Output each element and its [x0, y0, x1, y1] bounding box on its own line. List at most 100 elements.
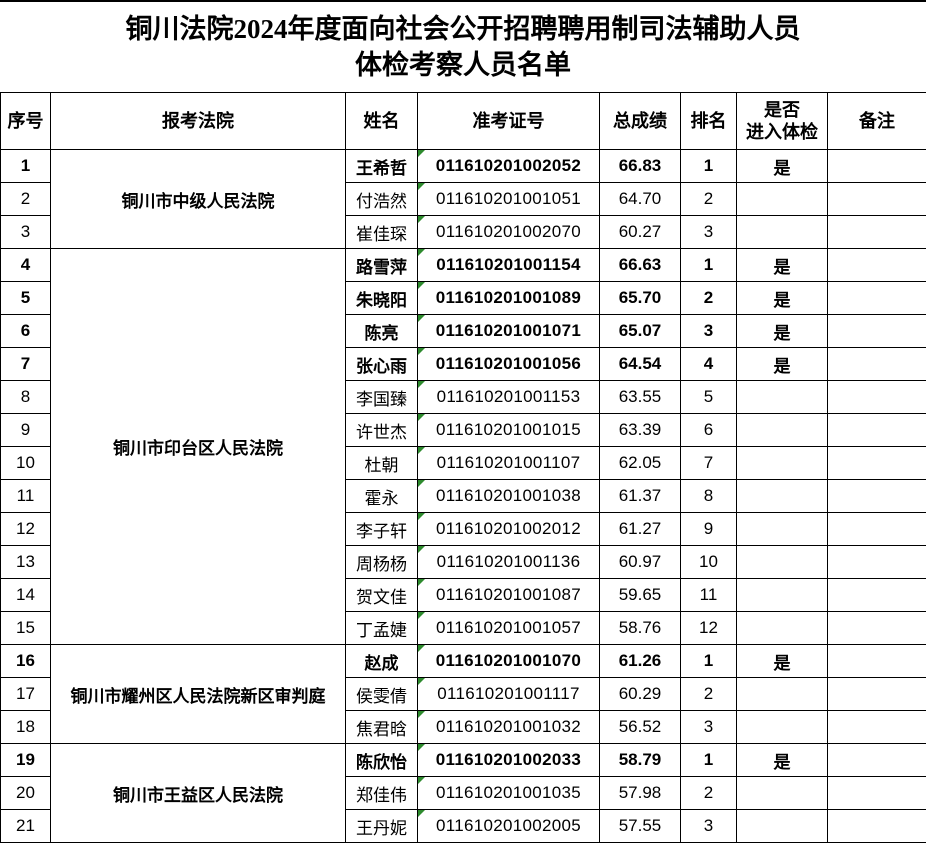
ticket-cell: 011610201001153	[417, 380, 600, 414]
score-cell: 59.65	[599, 578, 681, 612]
rank-cell: 3	[680, 215, 737, 249]
ticket-number: 011610201001015	[435, 420, 582, 439]
score-cell: 60.27	[599, 215, 681, 249]
col-header-court: 报考法院	[50, 92, 346, 150]
remark-cell	[827, 347, 926, 381]
medical-check-cell	[736, 215, 828, 249]
roster-table-body: 1 铜川市中级人民法院 王希哲 011610201002052 66.83 1 是 2 付浩然 0…	[0, 149, 926, 843]
remark-cell	[827, 611, 926, 645]
col-header-medical-line1: 是否	[764, 99, 800, 120]
ticket-cell: 011610201001051	[417, 182, 600, 216]
row-index-cell: 5	[0, 281, 51, 315]
court-cell: 铜川市耀州区人民法院新区审判庭	[50, 644, 346, 744]
table-row: 17 侯雯倩 011610201001117 60.29 2	[0, 677, 926, 711]
ticket-cell: 011610201001032	[417, 710, 600, 744]
col-header-ticket: 准考证号	[417, 92, 600, 150]
remark-cell	[827, 677, 926, 711]
score-cell: 57.98	[599, 776, 681, 810]
ticket-cell: 011610201001071	[417, 314, 600, 348]
rank-cell: 2	[680, 182, 737, 216]
table-row: 16 铜川市耀州区人民法院新区审判庭 赵成 011610201001070 61.26 1…	[0, 644, 926, 744]
rank-cell: 10	[680, 545, 737, 579]
medical-check-cell: 是	[736, 149, 828, 183]
score-cell: 57.55	[599, 809, 681, 843]
medical-check-cell	[736, 578, 828, 612]
ticket-cell: 011610201001107	[417, 446, 600, 480]
ticket-cell: 011610201001057	[417, 611, 600, 645]
rank-cell: 9	[680, 512, 737, 546]
rank-cell: 11	[680, 578, 737, 612]
ticket-cell: 011610201001087	[417, 578, 600, 612]
name-cell: 陈亮	[345, 314, 418, 348]
medical-check-cell	[736, 710, 828, 744]
ticket-number: 011610201002033	[435, 750, 582, 769]
number-stored-as-text-flag-icon	[418, 645, 425, 652]
rank-cell: 3	[680, 314, 737, 348]
ticket-number: 011610201002052	[435, 156, 582, 175]
remark-cell	[827, 776, 926, 810]
ticket-cell: 011610201002033	[417, 743, 600, 777]
col-header-score: 总成绩	[599, 92, 681, 150]
score-cell: 64.54	[599, 347, 681, 381]
ticket-cell: 011610201001117	[417, 677, 600, 711]
name-cell: 付浩然	[345, 182, 418, 216]
ticket-cell: 011610201001015	[417, 413, 600, 447]
number-stored-as-text-flag-icon	[418, 348, 425, 355]
rank-cell: 2	[680, 281, 737, 315]
rank-cell: 2	[680, 776, 737, 810]
score-cell: 66.63	[599, 248, 681, 282]
name-cell: 李国臻	[345, 380, 418, 414]
ticket-number: 011610201002012	[435, 519, 582, 538]
remark-cell	[827, 710, 926, 744]
number-stored-as-text-flag-icon	[418, 447, 425, 454]
number-stored-as-text-flag-icon	[418, 216, 425, 223]
medical-check-cell	[736, 776, 828, 810]
name-cell: 丁孟婕	[345, 611, 418, 645]
score-cell: 61.37	[599, 479, 681, 513]
name-cell: 路雪萍	[345, 248, 418, 282]
row-index-cell: 10	[0, 446, 51, 480]
name-cell: 陈欣怡	[345, 743, 418, 777]
table-row: 21 王丹妮 011610201002005 57.55 3	[0, 809, 926, 843]
medical-check-cell	[736, 479, 828, 513]
rank-cell: 12	[680, 611, 737, 645]
row-index-cell: 2	[0, 182, 51, 216]
court-cell: 铜川市王益区人民法院	[50, 743, 346, 843]
remark-cell	[827, 281, 926, 315]
medical-check-cell: 是	[736, 314, 828, 348]
medical-check-cell	[736, 677, 828, 711]
medical-check-cell	[736, 545, 828, 579]
number-stored-as-text-flag-icon	[418, 315, 425, 322]
medical-check-cell	[736, 446, 828, 480]
table-row: 2 付浩然 011610201001051 64.70 2	[0, 182, 926, 216]
table-row: 6 陈亮 011610201001071 65.07 3 是	[0, 314, 926, 348]
row-index-cell: 19	[0, 743, 51, 777]
score-cell: 60.29	[599, 677, 681, 711]
rank-cell: 1	[680, 743, 737, 777]
ticket-cell: 011610201001035	[417, 776, 600, 810]
col-header-remark: 备注	[827, 92, 926, 150]
ticket-number: 011610201001051	[435, 189, 582, 208]
table-row: 9 许世杰 011610201001015 63.39 6	[0, 413, 926, 447]
number-stored-as-text-flag-icon	[418, 579, 425, 586]
table-row: 7 张心雨 011610201001056 64.54 4 是	[0, 347, 926, 381]
ticket-number: 011610201001089	[435, 288, 582, 307]
ticket-number: 011610201002070	[435, 222, 582, 241]
score-cell: 61.26	[599, 644, 681, 678]
roster-table: 序号 报考法院 姓名 准考证号 总成绩 排名 是否 进入体检 备注 1 铜川市中级…	[0, 92, 926, 843]
name-cell: 王丹妮	[345, 809, 418, 843]
medical-check-cell	[736, 380, 828, 414]
score-cell: 66.83	[599, 149, 681, 183]
remark-cell	[827, 809, 926, 843]
rank-cell: 6	[680, 413, 737, 447]
name-cell: 朱晓阳	[345, 281, 418, 315]
row-index-cell: 11	[0, 479, 51, 513]
name-cell: 张心雨	[345, 347, 418, 381]
number-stored-as-text-flag-icon	[418, 678, 425, 685]
name-cell: 侯雯倩	[345, 677, 418, 711]
name-cell: 霍永	[345, 479, 418, 513]
remark-cell	[827, 743, 926, 777]
name-cell: 李子轩	[345, 512, 418, 546]
col-header-index: 序号	[0, 92, 51, 150]
name-cell: 赵成	[345, 644, 418, 678]
